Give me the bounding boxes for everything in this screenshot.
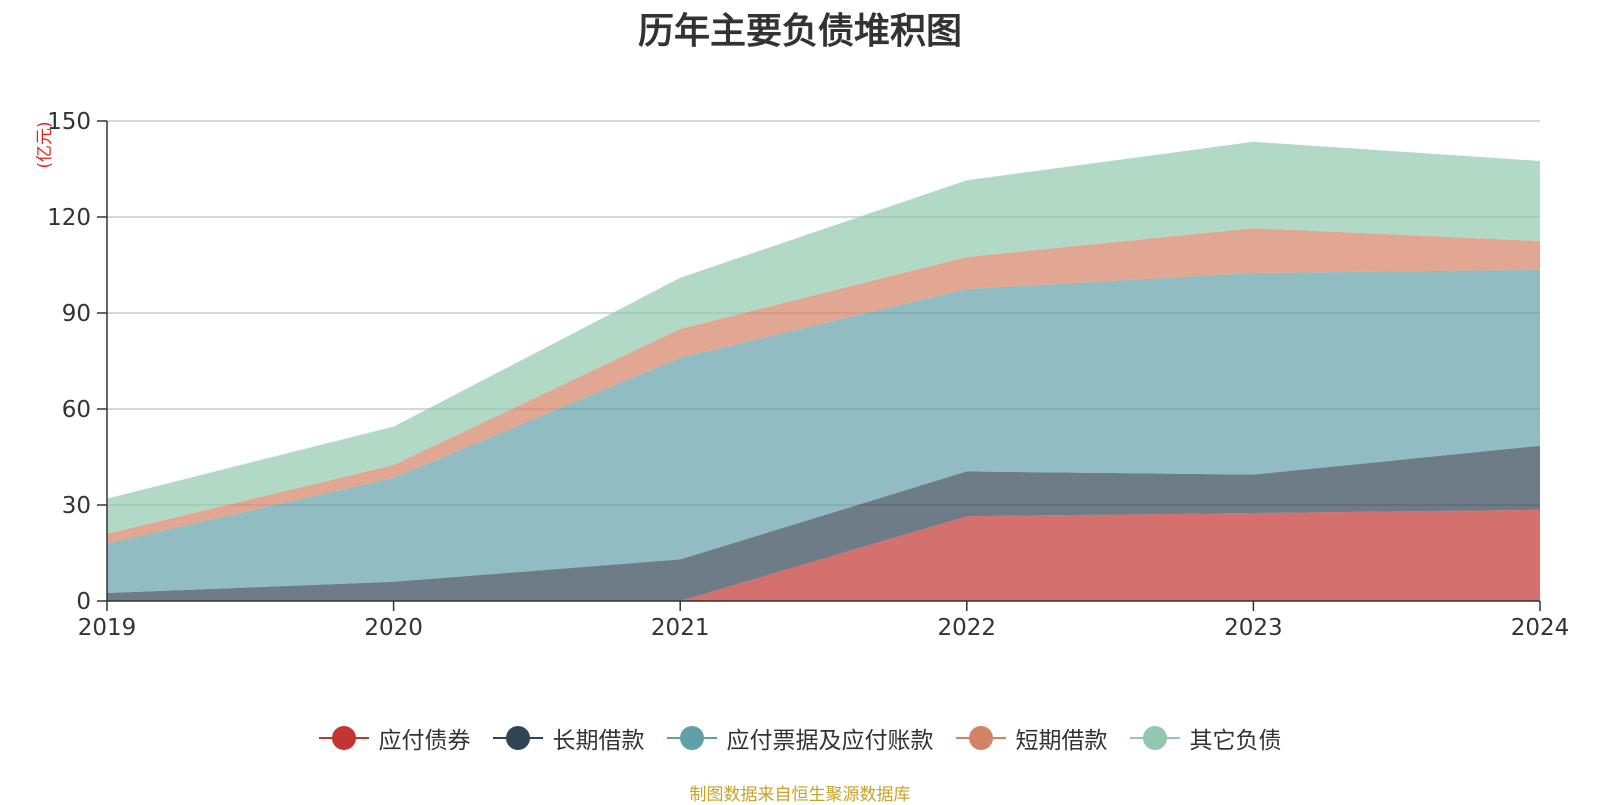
legend-marker-icon <box>318 726 369 750</box>
legend-label: 应付票据及应付账款 <box>726 728 934 754</box>
legend-item-3[interactable]: 应付票据及应付账款 <box>666 721 934 755</box>
y-tick-label: 60 <box>62 397 91 423</box>
legend: 应付债券 长期借款 应付票据及应付账款 短期借款 其它负债 <box>0 718 1600 758</box>
data-source-note: 制图数据来自恒生聚源数据库 <box>689 785 911 805</box>
x-tick-label: 2024 <box>1511 615 1570 641</box>
y-axis-unit-label: (亿元) <box>35 121 55 168</box>
chart-title: 历年主要负债堆积图 <box>637 11 962 52</box>
legend-item-2[interactable]: 长期借款 <box>492 721 645 755</box>
x-tick-label: 2021 <box>651 615 710 641</box>
axes: 0 30 60 90 120 150 2019 2020 2021 2022 2023 2024 <box>47 109 1569 641</box>
x-tick-label: 2022 <box>938 615 997 641</box>
legend-label: 应付债券 <box>378 728 471 754</box>
legend-marker-icon <box>955 726 1006 750</box>
x-tick-label: 2019 <box>78 615 137 641</box>
legend-label: 短期借款 <box>1015 728 1108 754</box>
y-tick-label: 0 <box>76 589 91 615</box>
legend-item-1[interactable]: 应付债券 <box>318 721 471 755</box>
y-tick-label: 150 <box>47 109 91 135</box>
legend-item-5[interactable]: 其它负债 <box>1129 721 1282 755</box>
legend-marker-icon <box>492 726 543 750</box>
area-series-1[interactable] <box>107 509 1540 601</box>
x-tick-label: 2023 <box>1224 615 1283 641</box>
area-series-3[interactable] <box>107 269 1540 593</box>
area-series-4[interactable] <box>107 228 1540 544</box>
x-tick-label: 2020 <box>364 615 423 641</box>
legend-label: 其它负债 <box>1189 728 1282 754</box>
area-layers <box>107 141 1540 601</box>
legend-marker-icon <box>1129 726 1180 750</box>
area-series-2[interactable] <box>107 445 1540 601</box>
legend-marker-icon <box>666 726 717 750</box>
y-tick-label: 30 <box>62 493 91 519</box>
area-series-5[interactable] <box>107 141 1540 534</box>
legend-label: 长期借款 <box>552 728 645 754</box>
y-tick-label: 90 <box>62 301 91 327</box>
legend-item-4[interactable]: 短期借款 <box>955 721 1108 755</box>
y-tick-label: 120 <box>47 205 91 231</box>
